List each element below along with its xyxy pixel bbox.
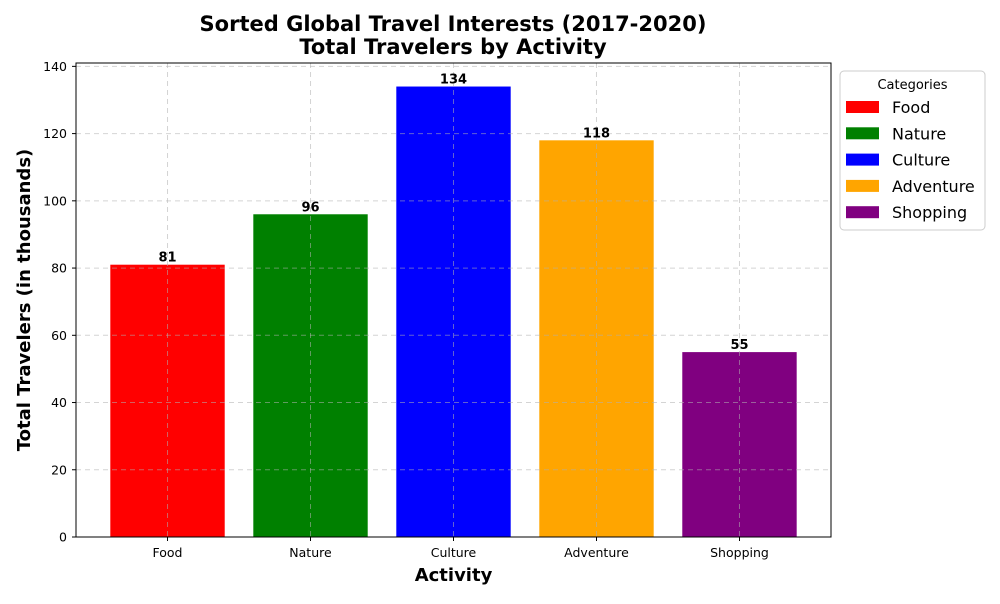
y-tick-label: 100 xyxy=(43,193,67,208)
chart-title-line-1: Sorted Global Travel Interests (2017-202… xyxy=(200,12,707,36)
legend-title: Categories xyxy=(877,78,947,93)
y-tick-label: 60 xyxy=(51,328,67,343)
legend-swatch-nature xyxy=(846,127,879,140)
data-label-food: 81 xyxy=(158,251,176,266)
legend-label-culture: Culture xyxy=(892,151,950,170)
x-tick-label-adventure: Adventure xyxy=(564,545,629,560)
grid-lines xyxy=(76,63,831,538)
y-tick-label: 80 xyxy=(51,261,67,276)
legend-label-nature: Nature xyxy=(892,124,946,143)
x-tick-label-food: Food xyxy=(153,545,183,560)
y-axis-ticks: 0 20 40 60 80 100 120 140 xyxy=(43,59,76,545)
data-labels: 81 96 134 118 55 xyxy=(158,73,748,354)
legend-label-food: Food xyxy=(892,98,930,117)
y-tick-label: 120 xyxy=(43,126,67,141)
chart-title: Sorted Global Travel Interests (2017-202… xyxy=(200,12,707,59)
y-axis-label: Total Travelers (in thousands) xyxy=(14,149,35,452)
x-axis-label: Activity xyxy=(415,565,493,586)
data-label-culture: 134 xyxy=(440,73,467,88)
x-tick-label-nature: Nature xyxy=(289,545,332,560)
legend-swatch-shopping xyxy=(846,206,879,219)
chart-title-line-2: Total Travelers by Activity xyxy=(299,35,607,59)
x-axis-ticks: Food Nature Culture Adventure Shopping xyxy=(153,537,769,560)
legend-label-adventure: Adventure xyxy=(892,177,975,196)
data-label-shopping: 55 xyxy=(730,338,748,353)
legend-swatch-adventure xyxy=(846,179,879,192)
legend-swatch-culture xyxy=(846,153,879,166)
y-tick-label: 140 xyxy=(43,59,67,74)
legend-label-shopping: Shopping xyxy=(892,203,967,222)
x-tick-label-culture: Culture xyxy=(431,545,477,560)
data-label-adventure: 118 xyxy=(583,126,610,141)
y-tick-label: 0 xyxy=(59,530,67,545)
data-label-nature: 96 xyxy=(301,200,319,215)
y-tick-label: 20 xyxy=(51,462,67,477)
legend: Categories Food Nature Culture Adventure Shop… xyxy=(839,70,986,231)
y-tick-label: 40 xyxy=(51,395,67,410)
legend-swatch-food xyxy=(846,101,879,113)
x-tick-label-shopping: Shopping xyxy=(710,545,769,560)
